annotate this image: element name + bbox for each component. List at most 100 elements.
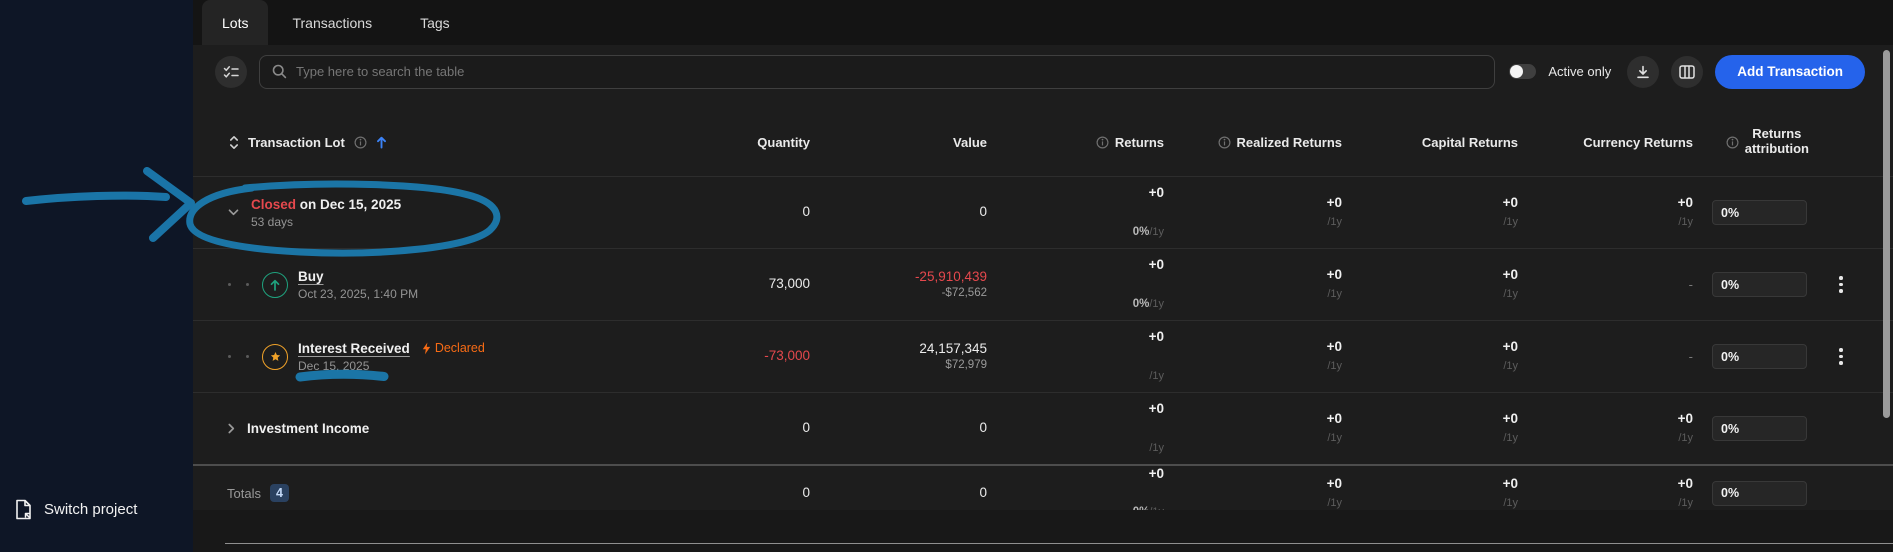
sort-ascending-icon [376, 136, 387, 149]
header-transaction-lot[interactable]: Transaction Lot [193, 135, 633, 150]
header-capital-returns[interactable]: Capital Returns [1421, 134, 1518, 150]
chevron-right-icon[interactable] [228, 423, 235, 434]
cell-quantity: 0 [802, 204, 810, 220]
cell-quantity: -73,000 [764, 348, 810, 364]
buy-arrow-up-icon [262, 271, 288, 298]
header-transaction-lot-label: Transaction Lot [248, 134, 345, 150]
cell-currency-returns: +0 /1y [1518, 410, 1693, 446]
lot-title: Investment Income [247, 421, 370, 436]
drag-handle[interactable] [228, 283, 249, 286]
tab-bar: Lots Transactions Tags [193, 0, 1893, 45]
lightning-icon [422, 342, 431, 355]
header-returns-attribution[interactable]: Returns attribution [1693, 126, 1823, 157]
cell-realized-returns: +0 /1y [1164, 338, 1342, 374]
cell-capital-returns: +0 /1y [1342, 266, 1518, 302]
transaction-date: Oct 23, 2025, 1:40 PM [298, 286, 419, 301]
transaction-title-link[interactable]: Interest Received [298, 340, 410, 356]
cell-returns: +0 0%/1y [987, 185, 1164, 240]
filter-checklist-button[interactable] [215, 55, 247, 88]
table-row-interest-received[interactable]: Interest Received Declared Dec 15, 2025 … [193, 320, 1893, 392]
transaction-title-link[interactable]: Buy [298, 268, 324, 284]
header-currency-returns[interactable]: Currency Returns [1583, 134, 1693, 150]
cell-currency-returns: +0 /1y [1518, 475, 1693, 511]
info-icon [1726, 135, 1739, 149]
cell-capital-returns: +0 /1y [1342, 410, 1518, 446]
checklist-icon [223, 65, 239, 79]
info-icon [354, 135, 367, 149]
returns-attribution-bar: 0% [1712, 200, 1807, 225]
cell-realized-returns: +0 /1y [1164, 410, 1342, 446]
tab-lots[interactable]: Lots [202, 0, 269, 45]
cell-value: 24,157,345 $72,979 [919, 340, 987, 371]
row-menu-button[interactable] [1829, 270, 1853, 300]
sidebar: Switch project [0, 0, 193, 552]
sort-chevrons-icon [229, 135, 239, 150]
header-realized-returns[interactable]: Realized Returns [1164, 135, 1342, 150]
cell-capital-returns: +0 /1y [1342, 338, 1518, 374]
cell-quantity: 73,000 [768, 276, 810, 292]
cell-returns: +0 0%/1y [987, 257, 1164, 312]
table-search [259, 54, 1496, 89]
download-icon [1635, 64, 1651, 80]
table-totals-row: Totals 4 0 0 +0 0%/1y +0 /1y +0 /1y +0 /… [193, 464, 1893, 518]
interest-star-icon [262, 343, 288, 370]
header-quantity[interactable]: Quantity [757, 134, 810, 150]
active-only-toggle[interactable] [1509, 64, 1537, 79]
cell-returns: +0 /1y [987, 401, 1164, 456]
active-only-label: Active only [1548, 64, 1612, 79]
cell-realized-returns: +0 /1y [1164, 266, 1342, 302]
toggle-knob [1510, 65, 1524, 78]
returns-attribution-bar: 0% [1712, 480, 1807, 506]
cell-currency-returns: +0 /1y [1518, 194, 1693, 230]
header-returns[interactable]: Returns [987, 135, 1164, 150]
switch-project-icon [14, 499, 33, 520]
cell-capital-returns: +0 /1y [1342, 194, 1518, 230]
add-transaction-button[interactable]: Add Transaction [1715, 54, 1865, 89]
table-row-closed-group[interactable]: Closed on Dec 15, 2025 53 days 0 0 +0 0%… [193, 176, 1893, 248]
lot-subtitle: 53 days [251, 214, 294, 229]
returns-attribution-bar: 0% [1712, 416, 1807, 441]
table-row-investment-income[interactable]: Investment Income 0 0 +0 /1y +0 /1y +0 /… [193, 392, 1893, 464]
switch-project-label: Switch project [44, 501, 138, 518]
tab-tags[interactable]: Tags [420, 14, 450, 31]
switch-project-button[interactable]: Switch project [14, 499, 137, 520]
main-panel: Lots Transactions Tags [193, 0, 1893, 552]
vertical-scrollbar[interactable] [1883, 50, 1890, 418]
cell-currency-returns: - [1688, 349, 1693, 364]
cell-value: -25,910,439 -$72,562 [914, 268, 987, 299]
table-row-buy[interactable]: Buy Oct 23, 2025, 1:40 PM 73,000 -25,910… [193, 248, 1893, 320]
cell-currency-returns: - [1688, 277, 1693, 292]
cell-returns: +0 /1y [987, 329, 1164, 384]
cell-value: 0 [979, 484, 987, 500]
chevron-down-icon[interactable] [228, 209, 239, 216]
cell-quantity: 0 [802, 484, 810, 500]
cell-realized-returns: +0 /1y [1164, 475, 1342, 511]
cell-value: 0 [979, 204, 987, 220]
footer-divider [225, 543, 1893, 544]
columns-icon [1679, 64, 1695, 79]
returns-attribution-bar: 0% [1712, 344, 1807, 369]
export-download-button[interactable] [1627, 55, 1660, 88]
cell-value: 0 [979, 420, 987, 436]
lot-title: Closed on Dec 15, 2025 [251, 196, 402, 212]
table-header-row: Transaction Lot Quantity Value [193, 98, 1893, 176]
returns-attribution-bar: 0% [1712, 272, 1807, 297]
columns-settings-button[interactable] [1671, 55, 1704, 88]
footer-strip [193, 510, 1893, 552]
info-icon [1218, 135, 1231, 149]
drag-handle[interactable] [228, 355, 249, 358]
search-input[interactable] [296, 64, 1483, 79]
transaction-date: Dec 15, 2025 [298, 358, 370, 373]
cell-capital-returns: +0 /1y [1342, 475, 1518, 511]
toolbar: Active only Add Transaction [193, 45, 1893, 98]
declared-badge: Declared [422, 341, 485, 355]
tab-transactions[interactable]: Transactions [292, 14, 373, 31]
totals-count-badge: 4 [269, 484, 289, 503]
totals-label: Totals [227, 485, 261, 501]
cell-quantity: 0 [802, 420, 810, 436]
search-icon [272, 64, 287, 79]
cell-realized-returns: +0 /1y [1164, 194, 1342, 230]
header-value[interactable]: Value [953, 134, 987, 150]
row-menu-button[interactable] [1829, 342, 1853, 372]
